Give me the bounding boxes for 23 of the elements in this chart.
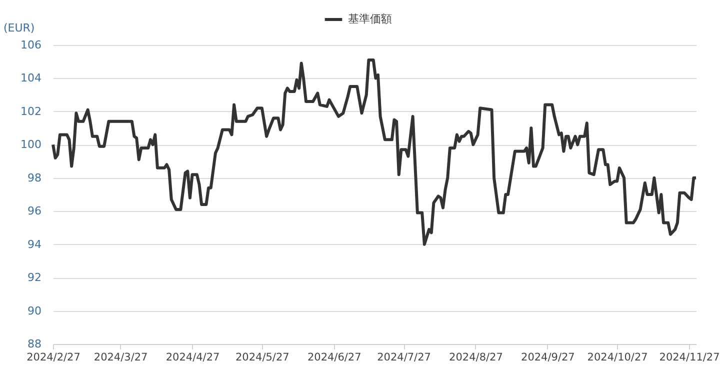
x-tick-label: 2024/8/27 [449,352,503,364]
legend-label: 基準価額 [348,12,392,26]
x-tick-label: 2024/4/27 [166,352,220,364]
y-tick-label: 100 [20,138,42,152]
x-tick-label: 2024/6/27 [307,352,362,364]
x-tick-label: 2024/5/27 [235,352,290,364]
line-series [52,58,698,246]
y-axis-title: (EUR) [4,22,35,34]
y-tick-label: 92 [28,271,42,284]
y-tick-label: 104 [20,72,42,85]
x-tick-label: 2024/7/27 [377,352,431,364]
y-tick-label: 96 [28,204,42,218]
y-tick-label: 102 [20,104,42,118]
x-tick-label: 2024/9/27 [521,352,575,364]
y-tick-label: 98 [28,171,42,184]
y-tick-label: 106 [20,38,42,52]
y-tick-label: 90 [28,304,42,318]
y-tick-label: 88 [28,338,42,350]
y-tick-label: 94 [28,238,42,251]
x-tick-label: 2024/10/27 [587,352,648,364]
x-tick-label: 2024/3/27 [94,352,148,364]
x-tick-label: 2024/2/27 [26,352,80,364]
x-tick-label: 2024/11/27 [659,352,720,364]
